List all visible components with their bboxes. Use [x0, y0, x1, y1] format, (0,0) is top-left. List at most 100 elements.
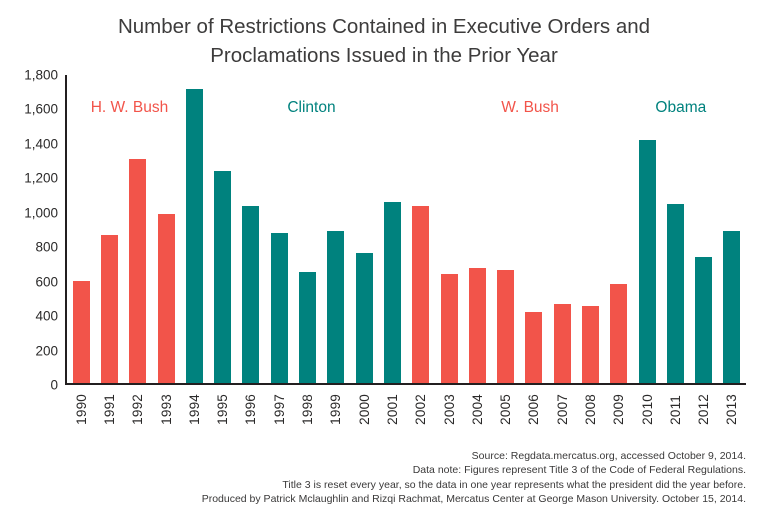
x-tick-label: 2008	[582, 394, 598, 425]
president-label-obama: Obama	[655, 99, 707, 116]
x-tick-column: 2011	[661, 389, 689, 425]
bar-column	[605, 283, 633, 383]
y-tick-label: 1,200	[24, 170, 58, 186]
president-label-h-w-bush: H. W. Bush	[90, 99, 169, 116]
x-tick-column: 2002	[407, 389, 435, 425]
bar-2000	[355, 252, 373, 383]
x-tick-label: 2013	[724, 394, 740, 425]
bar-2008	[581, 305, 599, 383]
bar-2003	[440, 273, 458, 383]
chart-title: Number of Restrictions Contained in Exec…	[0, 0, 768, 70]
x-tick-column: 1995	[208, 389, 236, 425]
y-tick-label: 600	[35, 274, 58, 290]
x-tick-label: 2004	[469, 394, 485, 425]
bar-column	[491, 270, 519, 383]
x-tick-label: 1992	[130, 394, 146, 425]
x-tick-label: 2002	[413, 394, 429, 425]
x-tick-label: 1993	[158, 394, 174, 425]
bar-column	[718, 230, 746, 383]
bar-column	[95, 234, 123, 383]
x-tick-label: 2001	[384, 394, 400, 425]
x-tick-column: 1997	[265, 389, 293, 425]
bar-column	[350, 252, 378, 383]
president-label-w-bush: W. Bush	[501, 99, 559, 116]
x-tick-column: 2012	[690, 389, 718, 425]
x-tick-column: 2009	[605, 389, 633, 425]
x-tick-label: 1994	[186, 394, 202, 425]
bar-column	[67, 281, 95, 383]
bar-2005	[497, 270, 515, 383]
x-tick-column: 2004	[463, 389, 491, 425]
y-tick-label: 400	[35, 308, 58, 324]
x-tick-column: 2006	[520, 389, 548, 425]
bar-2012	[695, 257, 713, 383]
chart-title-line2: Proclamations Issued in the Prior Year	[210, 44, 558, 68]
bar-column	[548, 303, 576, 383]
x-tick-label: 2012	[696, 394, 712, 425]
x-tick-column: 1992	[124, 389, 152, 425]
x-tick-column: 2013	[718, 389, 746, 425]
bar-column	[322, 230, 350, 383]
x-axis-labels: 1990 1991 1992 1993 1994 1995 1996 1997 1998 1999…	[67, 389, 746, 425]
x-tick-column: 2005	[491, 389, 519, 425]
bar-1990	[72, 281, 90, 383]
x-tick-label: 2005	[498, 394, 514, 425]
x-tick-column: 1996	[237, 389, 265, 425]
bar-column	[237, 205, 265, 383]
bar-column	[208, 171, 236, 383]
bars	[67, 75, 746, 383]
bar-1994	[185, 88, 203, 383]
bar-column	[152, 214, 180, 383]
bar-2006	[525, 311, 543, 383]
y-tick-label: 1,600	[24, 101, 58, 117]
x-tick-label: 2000	[356, 394, 372, 425]
bar-1995	[214, 171, 232, 383]
bar-column	[124, 159, 152, 383]
y-axis-labels: 1,800 1,600 1,400 1,200 1,000 800 600 400 200 0	[10, 68, 65, 393]
x-tick-label: 2011	[667, 395, 683, 425]
bar-column	[463, 267, 491, 383]
footer-title3-note-line: Title 3 is reset every year, so the data…	[282, 478, 746, 491]
y-tick-label: 1,000	[24, 205, 58, 221]
bar-1992	[129, 159, 147, 383]
x-tick-column: 2008	[576, 389, 604, 425]
footer-credit-line: Produced by Patrick Mclaughlin and Rizqi…	[201, 493, 746, 506]
bar-2011	[666, 203, 684, 383]
y-tick-label: 1,800	[24, 67, 58, 83]
x-tick-column: 1994	[180, 389, 208, 425]
x-tick-column: 1991	[95, 389, 123, 425]
bar-column	[407, 206, 435, 383]
bar-column	[690, 257, 718, 383]
x-tick-column: 2001	[378, 389, 406, 425]
bar-2007	[553, 303, 571, 383]
plot-area: H. W. Bush Clinton W. Bush Obama	[65, 75, 746, 385]
bar-1996	[242, 205, 260, 383]
bar-1999	[327, 230, 345, 383]
bar-2009	[610, 283, 628, 383]
bar-1997	[270, 233, 288, 383]
x-tick-label: 2006	[526, 394, 542, 425]
x-tick-label: 2009	[611, 394, 627, 425]
x-tick-column: 1999	[322, 389, 350, 425]
bar-column	[520, 311, 548, 383]
bar-2002	[412, 206, 430, 383]
x-tick-label: 1990	[73, 394, 89, 425]
x-tick-label: 1991	[101, 394, 117, 425]
bar-column	[435, 273, 463, 383]
bar-column	[576, 305, 604, 383]
x-tick-label: 1996	[243, 394, 259, 425]
x-tick-label: 1999	[328, 394, 344, 425]
bar-2001	[383, 202, 401, 383]
x-tick-column: 2003	[435, 389, 463, 425]
y-tick-label: 800	[35, 239, 58, 255]
x-tick-column: 1990	[67, 389, 95, 425]
bar-column	[265, 233, 293, 383]
x-tick-column: 2007	[548, 389, 576, 425]
footer-data-note-line: Data note: Figures represent Title 3 of …	[412, 464, 746, 477]
footer: Source: Regdata.mercatus.org, accessed O…	[202, 449, 746, 507]
president-label-clinton: Clinton	[287, 99, 336, 116]
x-tick-label: 2003	[441, 394, 457, 425]
y-tick-label: 200	[35, 343, 58, 359]
chart-title-line1: Number of Restrictions Contained in Exec…	[117, 15, 651, 38]
